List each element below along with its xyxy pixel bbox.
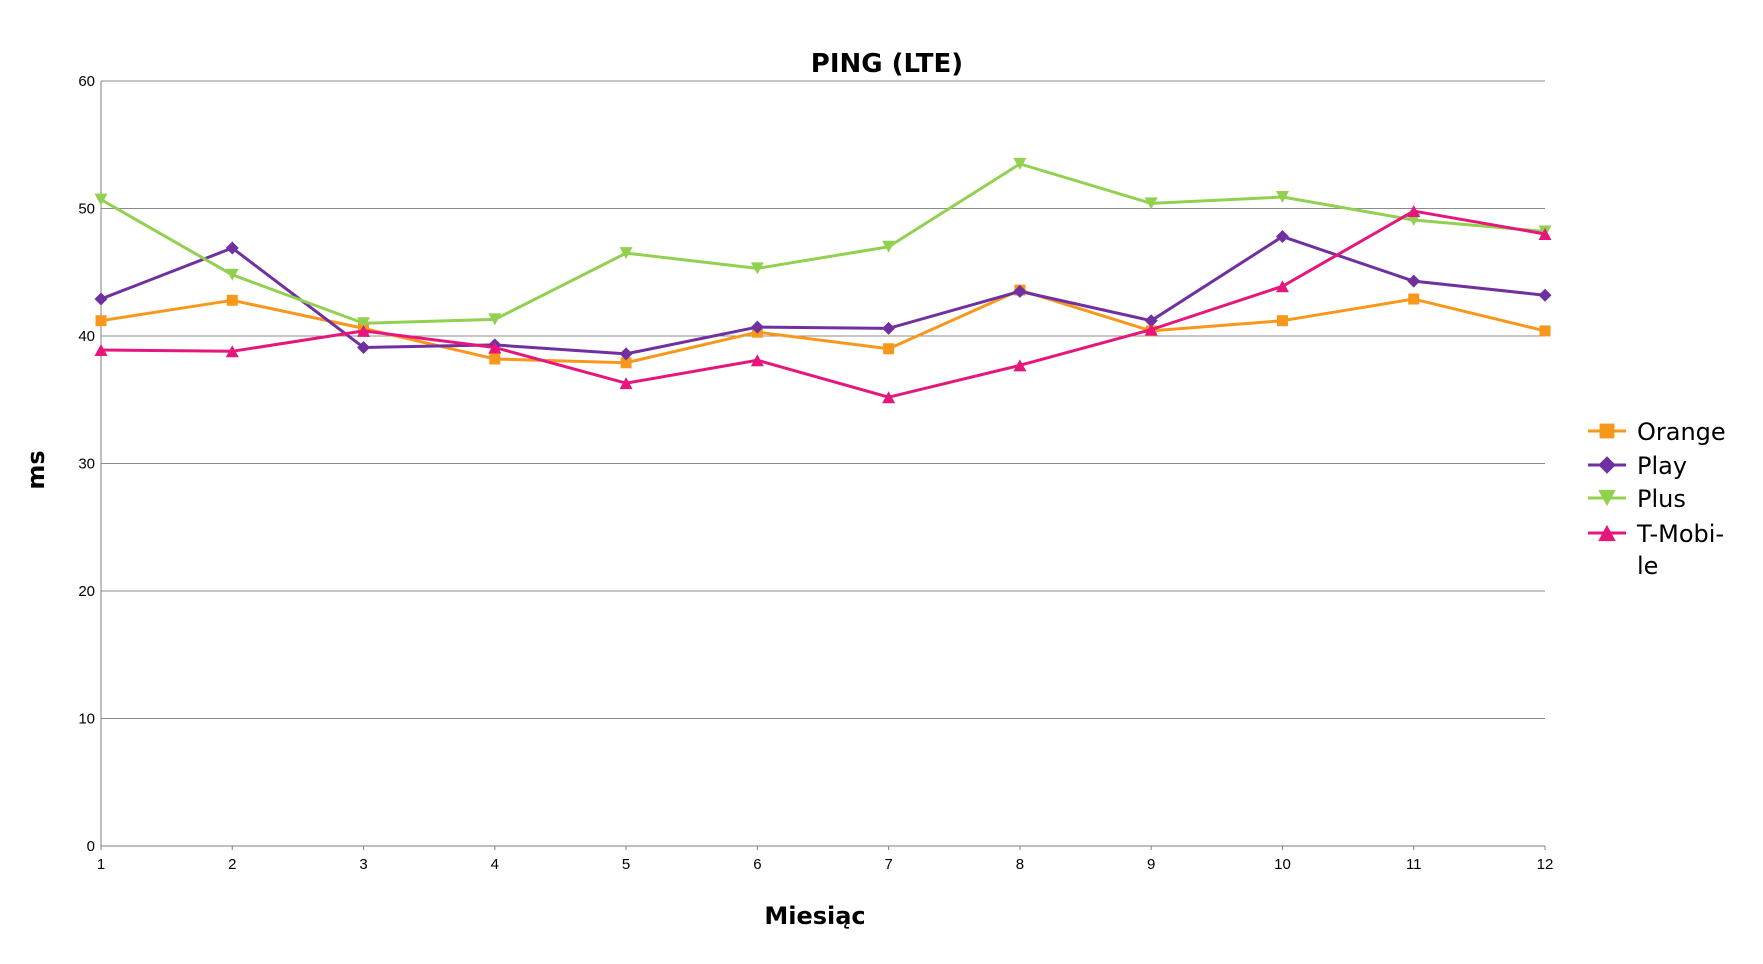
series-layer	[94, 157, 1552, 404]
y-tick-label: 30	[78, 456, 95, 473]
data-point-play	[94, 292, 108, 306]
data-point-play	[1407, 274, 1421, 288]
data-point-orange	[489, 353, 501, 365]
data-point-t-mobile	[357, 324, 371, 337]
x-tick-label: 3	[359, 856, 367, 873]
series-play	[94, 230, 1552, 361]
legend-label-plus: Plus	[1637, 485, 1686, 513]
data-point-play	[750, 320, 764, 334]
series-line-t-mobile	[100, 209, 1546, 399]
data-point-plus	[488, 313, 502, 326]
data-point-orange	[1408, 293, 1420, 305]
y-tick-label: 60	[78, 73, 95, 90]
y-tick-label: 10	[78, 711, 95, 728]
y-tick-label: 50	[78, 201, 95, 218]
x-tick-label: 6	[753, 856, 761, 873]
data-point-t-mobile	[750, 354, 764, 367]
series-line-plus	[100, 162, 1546, 325]
data-point-play	[619, 347, 633, 361]
data-point-play	[1144, 314, 1158, 328]
y-tick-label: 20	[78, 583, 95, 600]
data-point-t-mobile	[619, 377, 633, 390]
data-point-play	[225, 241, 239, 255]
chart-title: PING (LTE)	[811, 49, 963, 79]
data-point-plus	[225, 268, 239, 281]
series-line-play	[100, 235, 1546, 356]
x-tick-label: 8	[1016, 856, 1024, 873]
data-point-plus	[357, 317, 371, 330]
series-t-mobile	[94, 205, 1552, 404]
data-point-play	[1013, 284, 1027, 298]
y-tick-label: 40	[78, 328, 95, 345]
data-point-t-mobile	[1407, 205, 1421, 218]
legend-label-t-mobile: T-Mobi-le	[1636, 520, 1724, 580]
legend-item-orange: Orange	[1588, 418, 1726, 446]
legend-item-play: Play	[1588, 452, 1687, 480]
legend-marker-orange	[1599, 423, 1615, 439]
legend-marker-play	[1598, 456, 1616, 474]
data-point-t-mobile	[488, 341, 502, 354]
x-tick-label: 1	[97, 856, 105, 873]
axes	[100, 81, 1546, 850]
data-point-plus	[1144, 197, 1158, 210]
x-tick-label: 11	[1406, 856, 1422, 873]
data-point-play	[882, 321, 896, 335]
x-tick-label: 2	[228, 856, 236, 873]
legend-label-line: Plus	[1637, 485, 1686, 513]
data-point-orange	[620, 357, 632, 369]
x-tick-label: 4	[491, 856, 499, 873]
x-axis-title: Miesiąc	[764, 902, 865, 930]
legend-label-line: Orange	[1637, 418, 1726, 446]
data-point-orange	[95, 315, 107, 327]
data-point-plus	[1013, 157, 1027, 170]
x-tick-label: 9	[1147, 856, 1155, 873]
x-tick-label: 5	[622, 856, 630, 873]
x-tick-label: 12	[1537, 856, 1554, 873]
legend-label-line: T-Mobi-	[1636, 520, 1724, 548]
data-point-play	[1538, 288, 1552, 302]
data-point-plus	[750, 262, 764, 275]
data-point-t-mobile	[1144, 323, 1158, 336]
data-point-orange	[226, 294, 238, 306]
legend-item-plus: Plus	[1588, 485, 1686, 513]
legend-marker-plus	[1598, 489, 1616, 507]
data-point-t-mobile	[225, 345, 239, 358]
data-point-t-mobile	[882, 391, 896, 404]
legend-marker-t-mobile	[1598, 524, 1616, 542]
legend: Orange Play Plus T-Mobi-le	[1588, 418, 1726, 580]
y-axis-title: ms	[22, 450, 50, 489]
data-point-orange	[883, 343, 895, 355]
data-point-t-mobile	[94, 344, 108, 357]
legend-label-line: le	[1637, 552, 1658, 580]
series-line-orange	[100, 288, 1546, 365]
data-point-play	[1275, 230, 1289, 244]
data-point-orange	[1276, 315, 1288, 327]
y-tick-label: 0	[87, 838, 95, 855]
data-point-play	[357, 340, 371, 354]
gridlines	[101, 80, 1545, 719]
series-plus	[94, 157, 1552, 330]
data-point-t-mobile	[1013, 359, 1027, 372]
data-point-plus	[94, 193, 108, 206]
data-point-plus	[1275, 191, 1289, 204]
legend-label-line: Play	[1637, 452, 1687, 480]
data-point-orange	[1539, 325, 1551, 337]
data-point-t-mobile	[1538, 228, 1552, 240]
data-point-t-mobile	[1275, 280, 1289, 293]
x-tick-label: 10	[1274, 856, 1291, 873]
legend-label-orange: Orange	[1637, 418, 1726, 446]
x-tick-label: 7	[884, 856, 892, 873]
legend-label-play: Play	[1637, 452, 1687, 480]
data-point-plus	[619, 247, 633, 260]
legend-item-t-mobile: T-Mobi-le	[1588, 520, 1724, 580]
data-point-plus	[882, 240, 896, 253]
